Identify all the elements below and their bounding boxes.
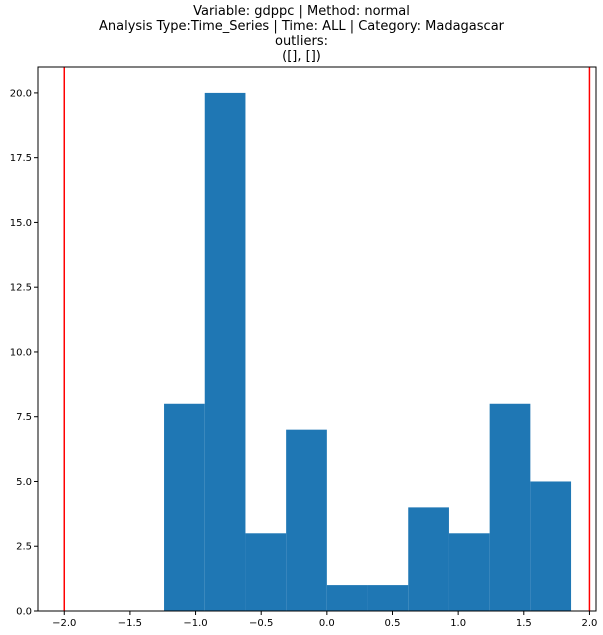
histogram-bar-3 — [245, 533, 287, 611]
title-line-outliers-value: ([], []) — [282, 49, 321, 64]
title-line-variable: Variable: gdppc | Method: normal — [193, 4, 410, 19]
y-tick-label: 0.0 — [16, 607, 32, 618]
y-tick-label: 12.5 — [10, 283, 32, 294]
histogram-bar-7 — [408, 507, 449, 611]
histogram-bar-6 — [367, 585, 409, 611]
y-tick-label: 2.5 — [16, 542, 32, 553]
histogram-bar-10 — [530, 481, 572, 611]
y-tick-label: 5.0 — [16, 477, 32, 488]
histogram-bar-8 — [448, 533, 490, 611]
plot-frame — [37, 66, 597, 612]
histogram-bar-9 — [489, 403, 531, 611]
title-line-outliers-label: outliers: — [274, 34, 328, 49]
x-tick-label: 2.0 — [581, 618, 597, 629]
y-tick-label: 20.0 — [10, 88, 32, 99]
histogram-bar-5 — [326, 585, 368, 611]
x-tick-label: 1.5 — [516, 618, 532, 629]
chart-title: Variable: gdppc | Method: normal Analysi… — [0, 4, 603, 64]
x-tick-label: 0.5 — [385, 618, 401, 629]
y-tick-label: 15.0 — [10, 218, 32, 229]
title-line-analysis: Analysis Type:Time_Series | Time: ALL | … — [98, 19, 505, 34]
histogram-bar-4 — [286, 429, 327, 611]
histogram-bar-1 — [164, 403, 205, 611]
histogram-bar-2 — [204, 92, 246, 611]
y-tick-label: 10.0 — [10, 347, 32, 358]
x-tick-label: 0.0 — [319, 618, 335, 629]
x-tick-label: −0.5 — [249, 618, 273, 629]
y-tick-label: 17.5 — [10, 153, 32, 164]
x-tick-label: −1.0 — [183, 618, 207, 629]
x-tick-label: 1.0 — [450, 618, 466, 629]
x-tick-label: −1.5 — [118, 618, 142, 629]
y-tick-label: 7.5 — [16, 412, 32, 423]
x-tick-label: −2.0 — [52, 618, 76, 629]
